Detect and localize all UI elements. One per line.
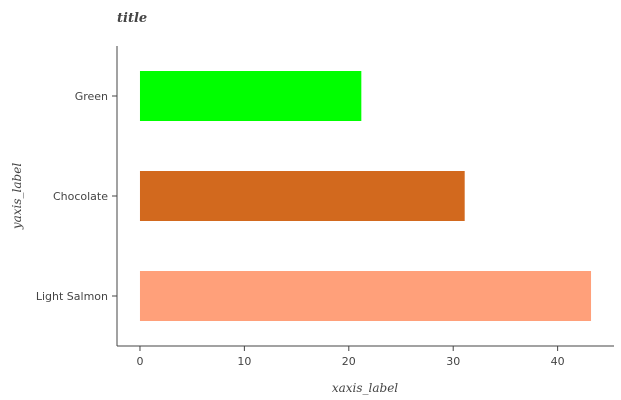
x-ticks: 0 10 20 30 40 bbox=[136, 346, 565, 368]
bar-light-salmon bbox=[139, 271, 592, 321]
x-axis-title: xaxis_label bbox=[332, 381, 398, 395]
y-tick-label: Chocolate bbox=[53, 190, 108, 203]
bar-chocolate bbox=[139, 171, 465, 221]
y-tick-label: Green bbox=[75, 90, 108, 103]
x-tick-label: 40 bbox=[551, 355, 565, 368]
bars-layer bbox=[139, 71, 592, 321]
x-tick-label: 0 bbox=[136, 355, 143, 368]
bar-green bbox=[139, 71, 362, 121]
x-tick-label: 30 bbox=[446, 355, 460, 368]
y-axis-title: yaxis_label bbox=[10, 163, 24, 230]
chart-title: title bbox=[117, 11, 147, 26]
y-ticks: Light Salmon Chocolate Green bbox=[36, 90, 117, 303]
x-tick-label: 20 bbox=[342, 355, 356, 368]
y-tick-label: Light Salmon bbox=[36, 290, 108, 303]
x-tick-label: 10 bbox=[237, 355, 251, 368]
